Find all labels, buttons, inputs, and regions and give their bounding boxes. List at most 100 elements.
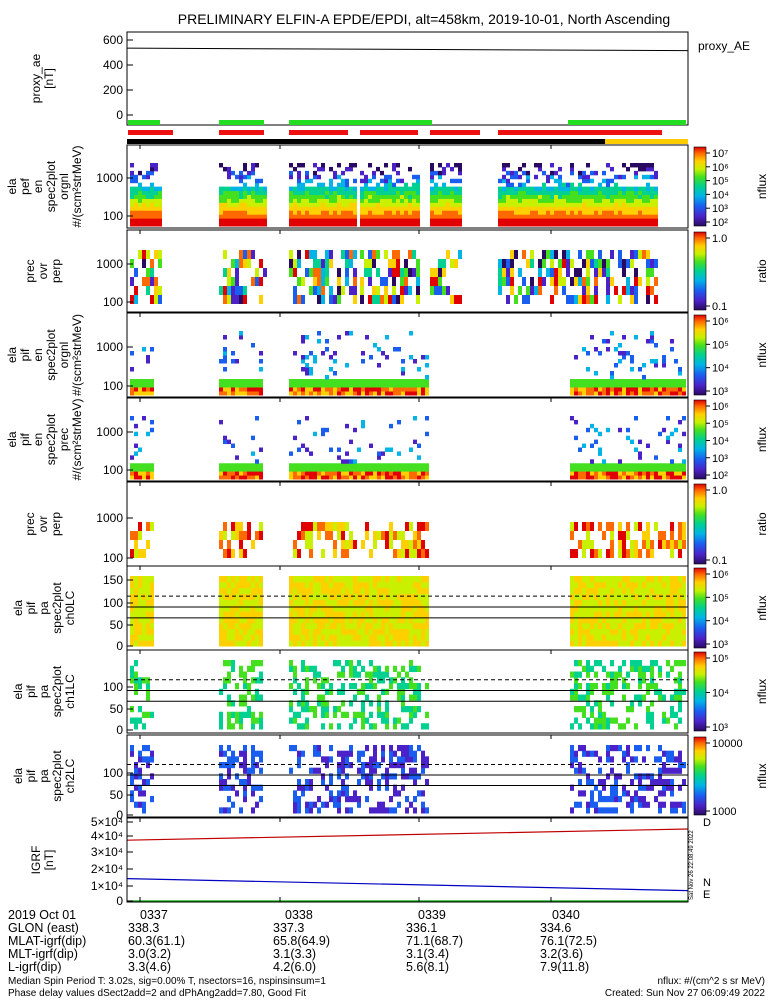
- ratio-cell: [650, 259, 654, 268]
- spectrogram-cell: [400, 206, 404, 211]
- ratio-cell: [309, 268, 313, 277]
- pitch-angle-cell: [405, 605, 409, 612]
- spectrogram-cell: [614, 363, 618, 368]
- spectrogram-cell: [502, 194, 506, 199]
- science-zone-bar: [219, 120, 264, 125]
- pitch-angle-cell: [369, 611, 373, 618]
- spectrogram-cell: [333, 371, 337, 376]
- pitch-angle-cell: [243, 671, 247, 678]
- y-tick-label: 1000: [96, 511, 123, 525]
- spectrogram-cell: [454, 178, 458, 184]
- spectrogram-cell: [578, 170, 582, 176]
- pitch-angle-cell: [231, 700, 235, 707]
- pitch-angle-cell: [654, 576, 658, 583]
- spectrogram-cell: [542, 186, 546, 192]
- pitch-angle-cell: [421, 762, 425, 769]
- pitch-angle-cell: [610, 640, 614, 647]
- pitch-angle-cell: [381, 750, 385, 757]
- pitch-angle-cell: [393, 790, 397, 797]
- spectrogram-cell: [626, 214, 630, 219]
- spectrogram-cell: [321, 218, 325, 223]
- pitch-angle-cell: [401, 688, 405, 695]
- spectrogram-cell: [389, 423, 393, 429]
- spectrogram-cell: [321, 471, 325, 476]
- spectrogram-cell: [602, 471, 606, 476]
- spectrogram-cell: [502, 163, 506, 168]
- spectrogram-cell: [368, 222, 372, 227]
- spectrogram-cell: [606, 379, 610, 384]
- data-availability-bar: [219, 130, 264, 135]
- pitch-angle-cell: [223, 581, 227, 589]
- ratio-cell: [134, 540, 138, 549]
- pitch-angle-cell: [622, 677, 626, 684]
- spectrogram-cell: [678, 419, 682, 425]
- spectrogram-cell: [400, 222, 404, 227]
- pitch-angle-cell: [606, 723, 610, 730]
- ratio-cell: [376, 268, 380, 277]
- spectrogram-cell: [666, 471, 670, 476]
- pitch-angle-cell: [369, 628, 373, 635]
- pitch-angle-cell: [259, 796, 263, 803]
- pitch-angle-cell: [682, 807, 686, 814]
- pitch-angle-cell: [598, 622, 602, 629]
- pitch-angle-cell: [666, 622, 670, 629]
- spectrogram-cell: [622, 383, 626, 388]
- pitch-angle-cell: [333, 593, 337, 600]
- pitch-angle-cell: [590, 790, 594, 797]
- pitch-angle-cell: [134, 677, 138, 684]
- spectrogram-cell: [305, 202, 309, 207]
- pitch-angle-cell: [393, 605, 397, 612]
- spectrogram-cell: [329, 210, 333, 215]
- pitch-angle-cell: [309, 665, 313, 672]
- spectrogram-cell: [392, 190, 396, 195]
- pitch-angle-cell: [401, 784, 405, 791]
- pitch-angle-cell: [590, 750, 594, 757]
- spectrogram-cell: [361, 471, 365, 476]
- spectrogram-cell: [337, 222, 341, 227]
- spectrogram-cell: [409, 331, 413, 336]
- spectrogram-cell: [317, 387, 321, 392]
- spectrogram-cell: [626, 202, 630, 207]
- ratio-cell: [297, 295, 301, 304]
- pitch-angle-cell: [674, 611, 678, 618]
- pitch-angle-cell: [401, 750, 405, 757]
- pitch-angle-cell: [243, 745, 247, 752]
- spectrogram-cell: [337, 383, 341, 388]
- spectrogram-cell: [239, 198, 243, 203]
- time-table-value: 0337: [140, 908, 168, 922]
- pitch-angle-cell: [297, 807, 301, 814]
- spectrogram-cell: [321, 206, 325, 211]
- pitch-angle-cell: [325, 711, 329, 718]
- spectrogram-cell: [594, 194, 598, 199]
- spectrogram-cell: [646, 186, 650, 192]
- pitch-angle-cell: [417, 745, 421, 752]
- spectrogram-cell: [134, 423, 138, 429]
- pitch-angle-cell: [401, 756, 405, 763]
- pitch-angle-cell: [634, 587, 638, 594]
- pitch-angle-cell: [413, 605, 417, 612]
- spectrogram-cell: [333, 383, 337, 388]
- spectrogram-cell: [594, 198, 598, 203]
- spectrogram-cell: [142, 174, 146, 180]
- pitch-angle-cell: [586, 616, 590, 624]
- spectrogram-cell: [154, 186, 158, 192]
- spectrogram-cell: [610, 391, 614, 396]
- spectrogram-cell: [582, 443, 586, 448]
- ratio-cell: [562, 259, 566, 268]
- spectrogram-cell: [231, 222, 235, 227]
- spectrogram-cell: [130, 391, 134, 396]
- pitch-angle-cell: [646, 634, 650, 641]
- spectrogram-cell: [534, 214, 538, 219]
- pitch-angle-cell: [381, 807, 385, 814]
- spectrogram-cell: [289, 463, 293, 468]
- pitch-angle-cell: [259, 628, 263, 635]
- pitch-angle-cell: [138, 622, 142, 629]
- spectrogram-cell: [622, 194, 626, 199]
- pitch-angle-cell: [130, 605, 134, 612]
- pitch-angle-cell: [610, 784, 614, 791]
- spectrogram-cell: [650, 471, 654, 476]
- pitch-angle-cell: [365, 576, 369, 583]
- pitch-angle-cell: [235, 640, 239, 647]
- pitch-angle-cell: [357, 587, 361, 594]
